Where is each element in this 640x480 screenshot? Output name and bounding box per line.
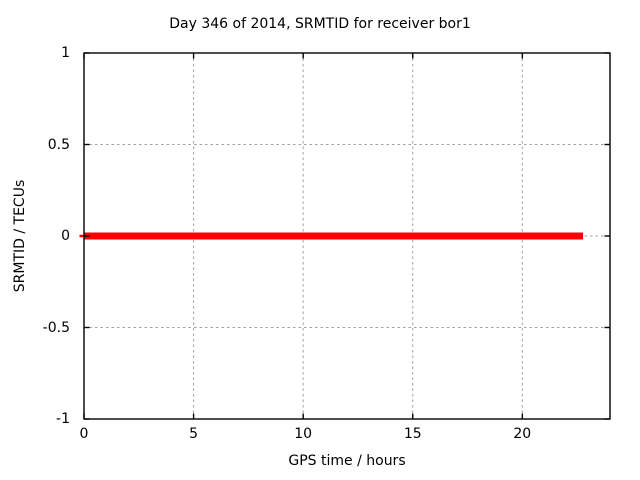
y-tick-label: 0.5	[47, 136, 70, 153]
x-tick-label: 10	[294, 426, 313, 442]
axis-ticks	[83, 52, 610, 420]
chart-title: Day 346 of 2014, SRMTID for receiver bor…	[169, 16, 471, 32]
y-tick-label: -0.5	[42, 319, 70, 336]
x-tick-label: 15	[403, 426, 422, 442]
x-tick-label: 0	[79, 426, 89, 442]
y-tick-label: -1	[56, 411, 70, 427]
x-tick-label: 20	[513, 426, 532, 442]
x-axis-label: GPS time / hours	[288, 453, 406, 469]
y-tick-label: 1	[61, 45, 70, 61]
x-tick-label: 5	[189, 426, 199, 442]
y-tick-label: 0	[61, 228, 70, 244]
y-axis-label: SRMTID / TECUs	[12, 179, 28, 293]
